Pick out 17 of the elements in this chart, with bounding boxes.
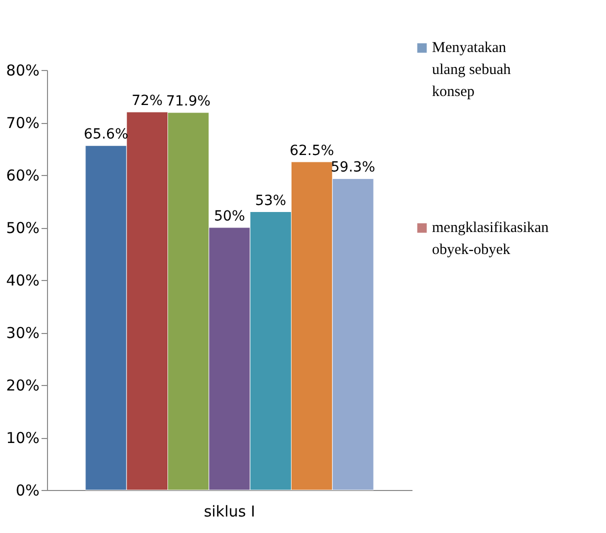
y-tick-label: 30%: [6, 324, 40, 342]
legend-label: Menyatakan ulang sebuah konsep: [432, 40, 512, 100]
y-tick-label: 70%: [6, 114, 40, 132]
data-label: 62.5%: [290, 142, 334, 159]
x-tick-label: siklus I: [204, 502, 256, 520]
legend-label: mengklasifikasikan obyek-obyek: [432, 220, 550, 258]
data-label: 50%: [214, 208, 246, 224]
y-tick-label: 10%: [6, 429, 40, 447]
y-tick-label: 40%: [6, 272, 40, 290]
y-tick-label: 80%: [6, 62, 40, 80]
y-tick-label: 50%: [6, 219, 40, 237]
y-tick-label: 0%: [16, 482, 40, 500]
y-tick-label: 20%: [6, 376, 40, 394]
y-tick-label: 60%: [6, 166, 40, 184]
data-label: 53%: [255, 192, 286, 209]
data-label: 71.9%: [166, 94, 211, 110]
data-label: 72%: [132, 93, 163, 109]
